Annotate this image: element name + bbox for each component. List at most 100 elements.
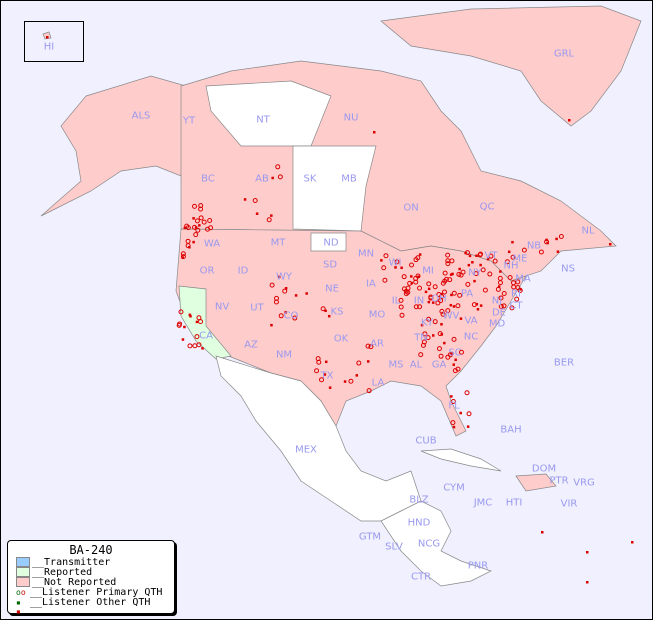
listener-other-marker — [271, 176, 274, 180]
listener-primary-marker — [405, 285, 411, 291]
region-label-grl: GRL — [553, 48, 575, 60]
listener-other-marker — [417, 275, 420, 278]
region-label-sk: SK — [303, 173, 317, 185]
region-label-mt: MT — [270, 237, 286, 249]
legend-reported: __Reported — [16, 567, 174, 578]
listener-primary-marker — [320, 306, 326, 312]
listener-primary-marker — [201, 219, 207, 225]
listener-primary-marker — [383, 253, 389, 259]
listener-primary-marker — [394, 259, 400, 265]
region-label-me: ME — [512, 253, 528, 265]
region-label-de: DE — [491, 307, 507, 319]
listener-primary-marker — [425, 335, 431, 341]
region-label-ny: NY — [468, 267, 482, 279]
listener-primary-marker — [482, 287, 488, 293]
region-label-ms: MS — [388, 359, 404, 371]
listener-primary-marker — [438, 353, 444, 359]
region-label-ma: MA — [515, 273, 531, 285]
listener-primary-marker — [196, 315, 202, 321]
listener-other-marker — [373, 131, 376, 134]
listener-other-marker — [556, 250, 560, 253]
listener-primary-marker — [382, 277, 388, 283]
listener-other-marker — [294, 294, 298, 297]
central-america-region — [380, 500, 492, 587]
region-label-blz: BLZ — [409, 494, 429, 506]
listener-primary-marker — [278, 313, 284, 319]
listener-primary-marker — [501, 303, 507, 309]
listener-primary-marker — [498, 295, 504, 301]
listener-primary-marker — [442, 270, 448, 276]
region-label-tn: TN — [414, 332, 428, 344]
region-label-nb: NB — [526, 240, 542, 252]
region-label-ut: UT — [250, 302, 264, 314]
region-label-mn: MN — [357, 248, 375, 260]
listener-primary-marker — [269, 282, 275, 288]
listener-primary-marker — [438, 298, 444, 304]
listener-other-marker — [305, 292, 308, 295]
listener-other-marker — [459, 317, 463, 320]
region-label-mb: MB — [341, 173, 357, 185]
listener-primary-marker — [192, 224, 198, 230]
listener-primary-marker — [422, 331, 428, 337]
region-label-bc: BC — [201, 173, 215, 185]
listener-other-marker — [519, 288, 522, 291]
usa-region — [175, 228, 527, 437]
listener-other-marker — [476, 308, 480, 311]
listener-primary-marker — [509, 305, 515, 311]
region-label-va: VA — [464, 315, 478, 327]
listener-primary-marker — [198, 206, 204, 212]
listener-other-marker — [188, 313, 192, 317]
region-label-ok: OK — [333, 333, 349, 345]
listener-other-marker — [181, 338, 185, 341]
listener-other-marker — [192, 240, 195, 244]
region-label-mo: MO — [368, 309, 386, 321]
region-label-ber: BER — [553, 357, 575, 369]
listener-primary-marker — [266, 217, 272, 223]
listener-other-marker — [449, 303, 453, 307]
listener-primary-marker — [316, 359, 322, 365]
listener-primary-marker — [504, 259, 510, 265]
listener-other-marker — [466, 425, 470, 428]
listener-other-marker — [458, 267, 461, 271]
greenland-region — [380, 5, 642, 127]
region-label-ne: NE — [325, 283, 339, 295]
listener-other-marker — [568, 119, 571, 122]
region-label-co: CO — [283, 310, 299, 322]
legend-other-qth: ▪ ▪ __Listener Other QTH — [16, 596, 151, 617]
listener-primary-marker — [282, 288, 288, 294]
listener-primary-marker — [205, 226, 211, 232]
region-label-ri: RI — [511, 288, 521, 300]
listener-other-marker — [555, 237, 558, 241]
listener-other-marker — [586, 551, 589, 554]
listener-other-marker — [424, 290, 428, 294]
listener-other-marker — [631, 541, 634, 544]
listener-other-marker — [545, 238, 548, 242]
listener-other-marker — [327, 314, 331, 318]
listener-primary-marker — [445, 308, 451, 314]
listener-primary-marker — [314, 368, 320, 374]
listener-other-marker — [328, 386, 332, 389]
listener-primary-marker — [456, 271, 462, 277]
region-label-ptr: PTR — [549, 475, 569, 487]
listener-primary-marker — [426, 316, 432, 322]
listener-primary-marker — [399, 312, 405, 318]
listener-primary-marker — [368, 344, 374, 350]
legend-transmitter: __Transmitter — [16, 557, 174, 568]
region-label-ctr: CTR — [410, 571, 432, 583]
listener-primary-marker — [413, 304, 419, 310]
region-label-wy: WY — [276, 271, 292, 283]
region-label-al: AL — [409, 359, 423, 371]
listener-other-marker — [188, 245, 191, 249]
nd-region — [310, 232, 347, 252]
region-label-jmc: JMC — [473, 497, 493, 509]
listener-primary-marker — [447, 277, 453, 283]
listener-primary-marker — [480, 267, 486, 273]
listener-primary-marker — [460, 269, 466, 275]
listener-other-marker — [440, 323, 443, 326]
listener-primary-marker — [466, 411, 472, 417]
listener-primary-marker — [439, 308, 445, 314]
listener-other-marker — [450, 293, 453, 297]
listener-primary-marker — [558, 233, 564, 239]
region-label-az: AZ — [244, 339, 258, 351]
listener-primary-marker — [517, 288, 523, 294]
